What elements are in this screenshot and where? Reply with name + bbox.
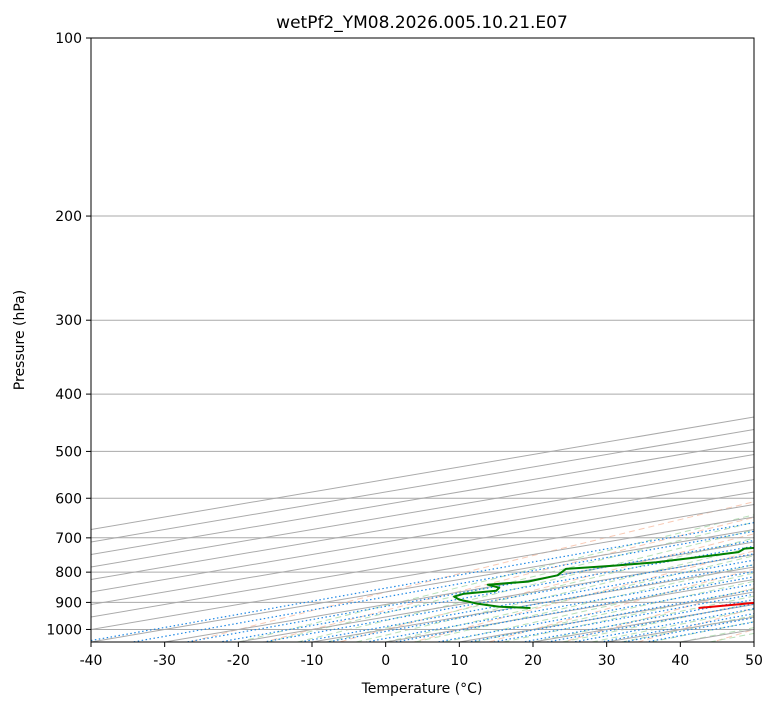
dry-adiabat-line [712,629,754,642]
y-tick-label: 700 [55,531,82,547]
mixing-ratio-line [366,571,754,642]
skew-isotherm-line [753,641,754,642]
mixing-ratio-line [91,522,754,642]
mixing-ratio-line [263,553,754,642]
moist-adiabat-line [709,632,754,642]
moist-adiabat-line [503,588,754,642]
y-tick-label: 600 [55,491,82,507]
y-tick-label: 200 [55,209,82,225]
x-tick-label: -10 [301,653,324,669]
mixing-ratio-line [573,608,754,642]
y-tick-label: 300 [55,313,82,329]
moist-adiabat-line [297,529,754,642]
x-tick-label: 0 [381,653,390,669]
skew-isotherm-line [91,416,754,531]
dry-adiabat-line [339,533,754,642]
dry-adiabat-line [189,501,754,642]
x-tick-label: -30 [153,653,176,669]
y-tick-label: 100 [55,31,82,47]
skew-isotherm-line [91,441,754,556]
moist-adiabat-line [267,521,754,642]
background-lines [91,38,754,642]
x-tick-label: 50 [745,653,763,669]
skew-isotherm-line [606,616,754,642]
y-tick-label: 1000 [46,622,82,638]
skew-isotherm-line [238,553,754,642]
temperature-profile-line [698,601,754,609]
y-tick-label: 400 [55,387,82,403]
moist-adiabat-line [444,572,754,642]
skew-isotherm-line [91,453,754,568]
skew-isotherm-line [91,466,754,581]
mixing-ratio-line [186,539,754,642]
moist-adiabat-line [385,555,754,642]
x-tick-label: -20 [227,653,250,669]
skew-isotherm-line [91,478,754,593]
dry-adiabat-line [488,568,754,642]
profiles [453,546,754,609]
moist-adiabat-line [326,537,754,642]
x-tick-label: 30 [598,653,616,669]
mixing-ratio-line [600,613,754,642]
skew-isotherm-line [91,428,754,543]
mixing-ratio-line [522,598,754,642]
y-tick-label: 800 [55,565,82,581]
skew-isotherm-line [311,566,754,642]
mixing-ratio-line [300,559,754,642]
skew-isotherm-line [385,578,754,642]
plot-frame [90,37,755,643]
moist-adiabat-line [238,514,754,642]
skew-isotherm-line [91,491,754,606]
dewpoint-profile-line [453,546,754,609]
skew-isotherm-line [91,516,754,631]
skew-isotherm-line [91,503,754,618]
skew-isotherm-line [91,528,754,642]
moist-adiabat-line [356,546,754,642]
x-tick-label: -40 [80,653,103,669]
x-tick-label: 20 [524,653,542,669]
moist-adiabat-line [414,564,754,642]
y-axis-label: Pressure (hPa) [12,290,28,390]
x-tick-label: 40 [671,653,689,669]
x-tick-label: 10 [450,653,468,669]
y-tick-label: 900 [55,595,82,611]
mixing-ratio-line [468,589,754,642]
dry-adiabat-line [413,550,754,642]
axis-ticks: -40 -30 -20 -10 0 10 20 30 40 50 100 200 300 400 500 60… [46,31,763,669]
moist-adiabat-line [650,621,754,642]
x-axis-label: Temperature (°C) [361,681,483,697]
y-tick-label: 500 [55,444,82,460]
chart-title: wetPf2_YM08.2026.005.10.21.E07 [276,13,568,33]
